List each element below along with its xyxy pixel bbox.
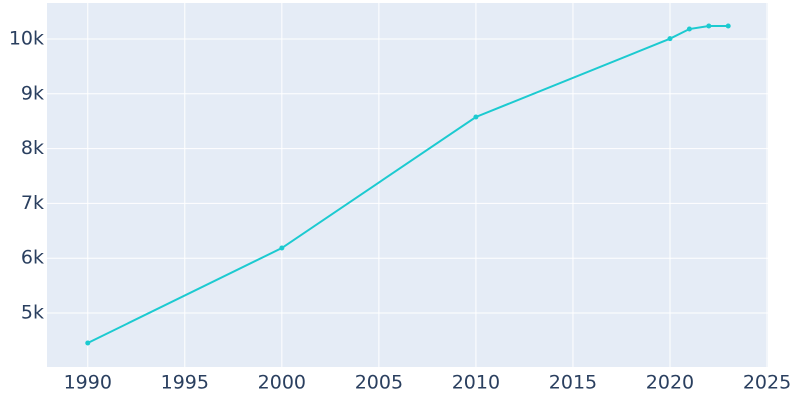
point: [725, 23, 731, 29]
x-tick-label: 2015: [549, 372, 597, 394]
x-tick-label: 1995: [161, 372, 209, 394]
point: [279, 245, 285, 251]
point: [85, 340, 91, 346]
y-tick-label: 6k: [21, 247, 44, 269]
y-tick-label: 5k: [21, 302, 44, 324]
point: [686, 26, 692, 32]
y-tick-label: 7k: [21, 192, 44, 214]
plot-area: [47, 3, 768, 367]
y-tick-label: 10k: [9, 28, 44, 50]
x-tick-label: 2010: [452, 372, 500, 394]
point: [473, 114, 479, 120]
x-tick-label: 2020: [646, 372, 694, 394]
y-tick-label: 8k: [21, 137, 44, 159]
x-tick-label: 2000: [258, 372, 306, 394]
point: [706, 23, 712, 29]
y-tick-label: 9k: [21, 82, 44, 104]
x-tick-label: 2005: [355, 372, 403, 394]
x-tick-label: 2025: [743, 372, 791, 394]
x-tick-label: 1990: [64, 372, 112, 394]
point: [667, 36, 673, 42]
